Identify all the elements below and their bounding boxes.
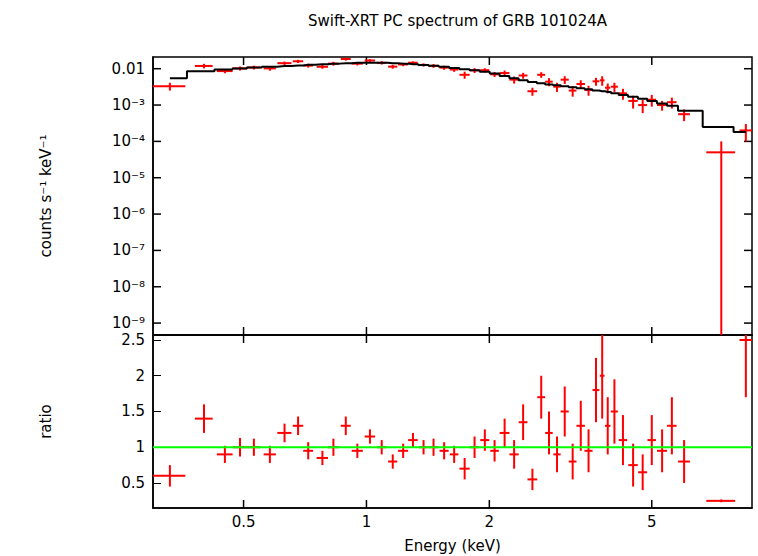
svg-text:Energy (keV): Energy (keV) xyxy=(404,537,501,555)
svg-text:1.5: 1.5 xyxy=(121,402,145,420)
svg-text:ratio: ratio xyxy=(37,404,55,439)
svg-text:1: 1 xyxy=(362,513,372,531)
svg-text:Swift-XRT PC spectrum of GRB 1: Swift-XRT PC spectrum of GRB 101024A xyxy=(308,12,608,30)
svg-text:2.5: 2.5 xyxy=(121,331,145,349)
svg-text:2: 2 xyxy=(485,513,495,531)
svg-text:1: 1 xyxy=(135,438,145,456)
svg-text:10⁻⁶: 10⁻⁶ xyxy=(112,205,145,223)
svg-text:counts s⁻¹ keV⁻¹: counts s⁻¹ keV⁻¹ xyxy=(37,135,55,258)
svg-text:10⁻⁸: 10⁻⁸ xyxy=(112,278,145,296)
svg-text:10⁻⁵: 10⁻⁵ xyxy=(112,169,145,187)
svg-text:0.5: 0.5 xyxy=(232,513,256,531)
svg-text:10⁻³: 10⁻³ xyxy=(112,96,145,114)
svg-text:0.5: 0.5 xyxy=(121,474,145,492)
svg-text:10⁻⁷: 10⁻⁷ xyxy=(112,241,145,259)
svg-text:5: 5 xyxy=(647,513,657,531)
svg-text:10⁻⁹: 10⁻⁹ xyxy=(112,314,145,332)
svg-text:10⁻⁴: 10⁻⁴ xyxy=(112,132,145,150)
svg-text:0.01: 0.01 xyxy=(112,60,145,78)
svg-text:2: 2 xyxy=(135,367,145,385)
